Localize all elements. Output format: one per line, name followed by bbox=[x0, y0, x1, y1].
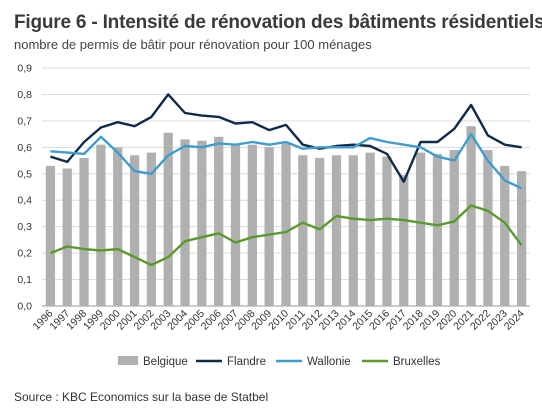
source-note: Source : KBC Economics sur la base de St… bbox=[14, 390, 269, 404]
line-wallonie bbox=[50, 132, 523, 190]
chart-title: Figure 6 - Intensité de rénovation des b… bbox=[14, 12, 542, 33]
bar-belgique bbox=[399, 175, 409, 306]
legend: Belgique Flandre Wallonie Bruxelles bbox=[118, 356, 441, 368]
bar-belgique bbox=[230, 144, 241, 306]
y-tick-label: 0,2 bbox=[17, 248, 32, 260]
bar-belgique bbox=[382, 156, 392, 306]
bar-belgique bbox=[163, 132, 173, 306]
legend-label-bruxelles: Bruxelles bbox=[393, 356, 441, 368]
bar-belgique bbox=[415, 152, 426, 306]
bar-belgique bbox=[365, 152, 375, 306]
bar-belgique bbox=[516, 171, 527, 306]
bar-belgique bbox=[298, 155, 308, 306]
bar-belgique bbox=[315, 157, 325, 306]
bar-belgique bbox=[500, 165, 510, 306]
bar-belgique bbox=[483, 149, 493, 306]
bar-belgique bbox=[113, 147, 123, 306]
bar-series-belgique bbox=[45, 126, 527, 306]
bar-belgique bbox=[197, 140, 207, 306]
y-tick-label: 0,7 bbox=[17, 115, 32, 127]
bar-belgique bbox=[264, 147, 274, 306]
bar-belgique bbox=[146, 152, 157, 306]
y-tick-label: 0,6 bbox=[17, 142, 32, 154]
legend-label-wallonie: Wallonie bbox=[307, 356, 351, 368]
y-axis-ticks: 0,0 0,1 0,2 0,3 0,4 0,5 0,6 0,7 0,8 0,9 bbox=[17, 63, 32, 313]
legend-label-flandre: Flandre bbox=[227, 356, 266, 368]
y-tick-label: 0,1 bbox=[17, 274, 32, 286]
line-bruxelles bbox=[49, 204, 523, 267]
line-flandre bbox=[50, 93, 522, 183]
bar-belgique bbox=[348, 155, 358, 306]
bar-belgique bbox=[180, 139, 190, 306]
bar-belgique bbox=[432, 153, 443, 306]
bar-belgique bbox=[449, 149, 459, 306]
bar-belgique bbox=[466, 126, 476, 306]
bar-belgique bbox=[281, 143, 291, 306]
bar-belgique bbox=[45, 165, 56, 306]
bar-belgique bbox=[62, 168, 72, 306]
y-tick-label: 0,0 bbox=[17, 301, 32, 313]
legend-swatch-belgique bbox=[118, 356, 138, 365]
y-tick-label: 0,5 bbox=[17, 168, 32, 180]
y-tick-label: 0,3 bbox=[17, 221, 32, 233]
bar-belgique bbox=[247, 144, 257, 306]
bar-belgique bbox=[214, 136, 224, 306]
bar-belgique bbox=[331, 155, 342, 306]
x-tick-label: 2024 bbox=[502, 308, 527, 333]
x-axis-ticks: 1996199719981999200020012002200320042005… bbox=[31, 308, 527, 333]
bar-belgique bbox=[129, 155, 140, 306]
y-tick-label: 0,9 bbox=[17, 63, 32, 75]
y-tick-label: 0,4 bbox=[17, 195, 32, 207]
legend-label-belgique: Belgique bbox=[143, 356, 188, 368]
y-tick-label: 0,8 bbox=[17, 89, 32, 101]
bar-belgique bbox=[96, 144, 106, 306]
chart-subtitle: nombre de permis de bâtir pour rénovatio… bbox=[14, 37, 372, 52]
bar-belgique bbox=[79, 157, 89, 306]
line-series bbox=[49, 93, 523, 267]
